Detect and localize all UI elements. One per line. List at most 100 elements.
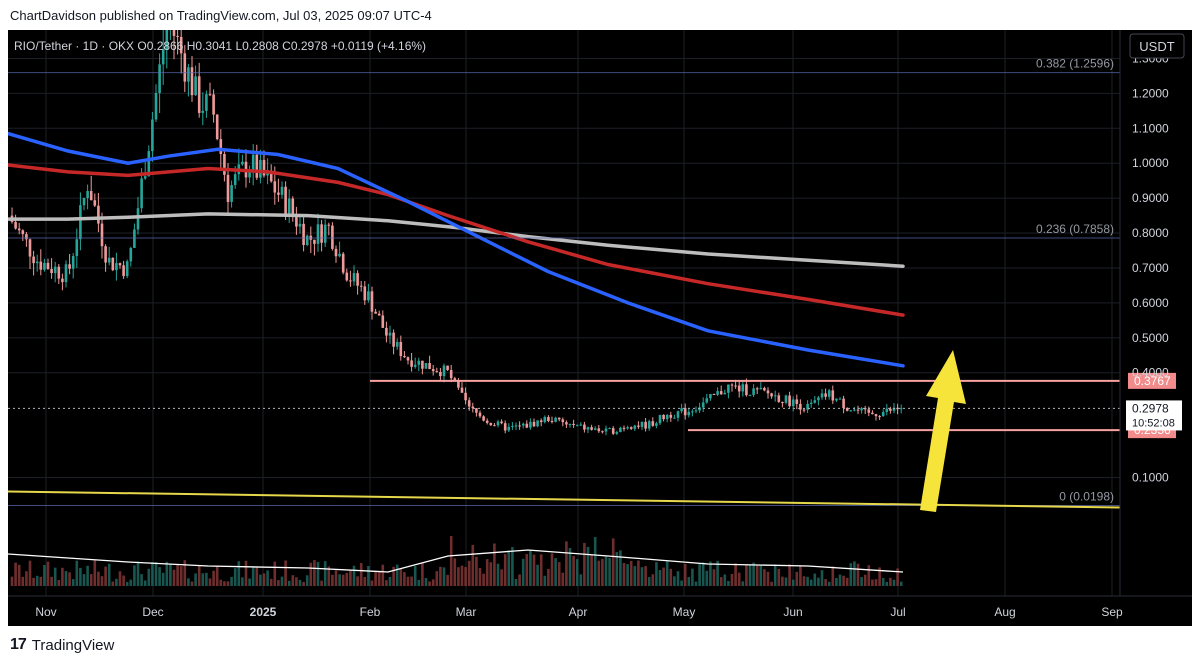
volume-bar: [593, 537, 597, 586]
candle-body: [223, 154, 226, 175]
candle-body: [601, 431, 604, 433]
volume-bar: [64, 571, 68, 586]
volume-bar: [565, 541, 568, 586]
currency-button[interactable]: USDT: [1129, 33, 1185, 59]
candle-body: [622, 427, 626, 429]
volume-bar: [482, 573, 485, 586]
volume-bar: [154, 562, 158, 586]
candle-body: [323, 224, 327, 243]
volume-bar: [874, 579, 878, 586]
volume-bar: [71, 579, 75, 586]
volume-bar: [219, 579, 223, 586]
volume-bar: [856, 563, 860, 586]
candle-body: [165, 30, 169, 50]
volume-bar: [176, 564, 179, 586]
candle-body: [860, 408, 863, 411]
candle-body: [824, 393, 827, 397]
candle-body: [190, 67, 194, 96]
volume-bar: [428, 581, 431, 586]
volume-bar: [518, 574, 521, 586]
candle-body: [71, 256, 75, 269]
y-tick-label: 0.4000: [1132, 366, 1169, 380]
volume-bar: [183, 560, 187, 586]
candle-body: [557, 417, 561, 420]
volume-bar: [766, 571, 770, 586]
candle-body: [683, 408, 687, 416]
price-level-label: 0.3767: [1134, 374, 1171, 388]
candle-body: [529, 421, 532, 428]
y-tick-label: 0.1000: [1132, 471, 1169, 485]
volume-bar: [431, 579, 435, 586]
candle-body: [586, 427, 590, 430]
volume-bar: [212, 570, 215, 586]
volume-bar: [860, 577, 863, 586]
candles: [10, 30, 903, 436]
volume-bar: [709, 561, 712, 586]
candle-body: [651, 421, 655, 426]
candle-body: [550, 420, 554, 422]
volume-bar: [507, 550, 511, 586]
candle-body: [280, 186, 284, 195]
candle-body: [665, 414, 669, 420]
volume-bar: [370, 580, 374, 586]
volume-bar: [637, 560, 640, 586]
currency-button-frame[interactable]: [1129, 33, 1185, 59]
volume-bar: [467, 560, 471, 586]
volume-bar: [53, 567, 57, 586]
volume-bar: [788, 564, 791, 586]
candlestick-chart[interactable]: 0.382 (1.2596) 0.236 (0.7858) 0 (0.0198) 0.…: [8, 30, 1192, 626]
candle-body: [755, 388, 759, 390]
candle-body: [392, 332, 395, 347]
volume-bar: [190, 581, 194, 586]
y-tick-label: 0.5000: [1132, 331, 1169, 345]
volume-bar: [194, 573, 197, 586]
volume-bar: [575, 559, 579, 586]
moving-average-line: [8, 212, 905, 268]
volume-bar: [399, 569, 403, 586]
volume-bar: [413, 566, 417, 586]
y-tick-label: 1.1000: [1132, 121, 1169, 135]
candle-body: [496, 421, 500, 426]
volume-bar: [133, 565, 136, 586]
candle-body: [827, 390, 831, 397]
candle-body: [331, 225, 334, 249]
candle-body: [716, 391, 719, 395]
y-tick-label: 0.7000: [1132, 261, 1169, 275]
candle-body: [352, 273, 356, 282]
candle-body: [79, 205, 82, 240]
volume-bar: [687, 576, 691, 586]
volume-bar: [781, 576, 784, 586]
candle-body: [896, 407, 899, 410]
x-tick-label: Dec: [142, 605, 163, 619]
candle-body: [889, 408, 892, 411]
volume-bar: [446, 574, 449, 586]
volume-bar: [464, 567, 467, 586]
volume-bar: [21, 576, 25, 586]
volume-bar: [39, 576, 43, 586]
candle-body: [701, 402, 705, 408]
candle-body: [547, 417, 550, 421]
candle-body: [640, 421, 644, 427]
fib-level-label: 0.382 (1.2596): [1036, 57, 1114, 71]
candle-body: [46, 262, 50, 269]
footer-logo[interactable]: 17 TradingView: [10, 636, 114, 654]
volume-bar: [662, 567, 665, 586]
volume-bar: [46, 561, 50, 586]
volume-bar: [367, 565, 370, 586]
candle-body: [705, 398, 709, 403]
candle-body: [381, 315, 385, 328]
volume-bar: [305, 575, 309, 586]
chart-area[interactable]: 0.382 (1.2596) 0.236 (0.7858) 0 (0.0198) 0.…: [8, 30, 1192, 626]
candle-body: [669, 414, 673, 418]
volume-bar: [734, 563, 737, 586]
volume-bar: [158, 567, 161, 586]
last-price-tag: [1126, 400, 1182, 431]
volume-bar: [604, 556, 608, 586]
volume-bar: [352, 565, 356, 586]
volume-bar: [410, 576, 413, 586]
candle-body: [104, 246, 107, 263]
volume-bar: [741, 581, 745, 586]
volume-bar: [705, 570, 709, 586]
candle-body: [791, 399, 795, 407]
currency-button-label[interactable]: USDT: [1139, 39, 1174, 54]
